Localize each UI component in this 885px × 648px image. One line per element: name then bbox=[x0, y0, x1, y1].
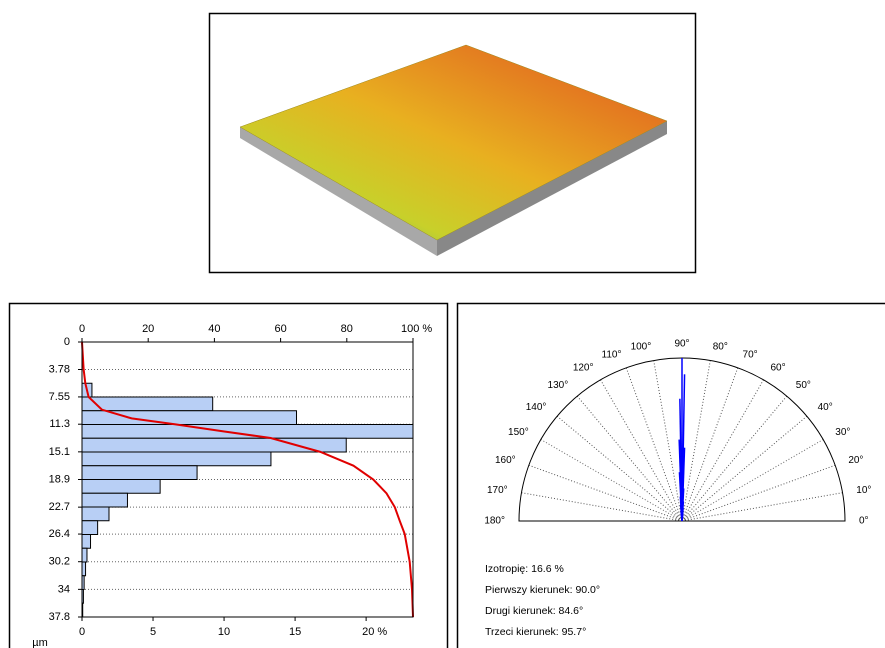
bar bbox=[81, 520, 99, 535]
radial-grid-line bbox=[528, 464, 683, 522]
angle-label: 50° bbox=[796, 380, 811, 391]
radial-grid-line bbox=[681, 464, 836, 522]
angle-label: 140° bbox=[526, 402, 547, 413]
radial-grid-line bbox=[540, 439, 683, 522]
bar bbox=[81, 561, 87, 577]
x2-tick-label: 60 bbox=[274, 323, 286, 335]
y-tick-label: 7.55 bbox=[49, 391, 70, 403]
annotation: Trzeci kierunek: 95.7° bbox=[485, 626, 586, 638]
x2-tick-label: 0 bbox=[79, 323, 85, 335]
angle-label: 120° bbox=[573, 362, 594, 373]
surface-side bbox=[437, 121, 667, 256]
angle-label: 0° bbox=[859, 516, 869, 527]
bar bbox=[81, 465, 198, 480]
angle-label: 80° bbox=[713, 341, 728, 352]
surface-top bbox=[239, 44, 668, 241]
y-tick-label: 22.7 bbox=[49, 501, 70, 513]
angle-label: 100° bbox=[631, 341, 652, 352]
radial-grid-line bbox=[681, 379, 764, 522]
radial-grid-line bbox=[521, 492, 683, 522]
radial-grid-line bbox=[653, 360, 683, 522]
x2-tick-label: 20 bbox=[142, 323, 154, 335]
bar bbox=[81, 492, 128, 508]
bar bbox=[81, 506, 110, 522]
panel-frame bbox=[8, 302, 449, 648]
angle-label: 110° bbox=[602, 349, 622, 360]
annotation: Pierwszy kierunek: 90.0° bbox=[485, 584, 600, 596]
angle-label: 130° bbox=[548, 380, 569, 391]
y-tick-label: 30.2 bbox=[49, 556, 70, 568]
y-tick-label: 11.3 bbox=[49, 418, 70, 430]
x2-tick-label: 40 bbox=[208, 323, 220, 335]
angle-label: 150° bbox=[508, 427, 529, 438]
radial-grid-line bbox=[681, 415, 808, 522]
y-tick-label: 26.4 bbox=[49, 528, 70, 540]
angle-label: 90° bbox=[674, 339, 689, 350]
y-tick-label: 18.9 bbox=[49, 473, 70, 485]
angle-label: 60° bbox=[771, 362, 786, 373]
x-tick-label: 0 bbox=[79, 626, 85, 638]
y-tick-label: 34 bbox=[58, 583, 70, 595]
y-axis-label: µm bbox=[32, 637, 48, 648]
x-tick-label: 20 % bbox=[362, 626, 387, 638]
radial-grid-line bbox=[681, 367, 739, 522]
bar bbox=[81, 424, 414, 439]
y-tick-label: 0 bbox=[64, 336, 70, 348]
annotation: Drugi kierunek: 84.6° bbox=[485, 605, 583, 617]
panel-frame bbox=[456, 302, 885, 648]
radial-grid-line bbox=[625, 367, 683, 522]
y-tick-label: 37.8 bbox=[49, 611, 70, 623]
radial-grid-line bbox=[681, 439, 824, 522]
y-tick-label: 3.78 bbox=[49, 363, 70, 375]
surface-side bbox=[240, 127, 437, 256]
surface-panel bbox=[208, 12, 697, 274]
x2-tick-label: 100 % bbox=[401, 323, 432, 335]
rose-spike bbox=[680, 511, 683, 522]
angle-label: 180° bbox=[484, 516, 505, 527]
annotation: Izotropię: 16.6 % bbox=[485, 563, 564, 575]
radial-grid-line bbox=[576, 395, 683, 522]
angle-label: 30° bbox=[835, 427, 850, 438]
polar-frame bbox=[518, 357, 846, 522]
radial-grid-line bbox=[681, 360, 711, 522]
x2-tick-label: 80 bbox=[341, 323, 353, 335]
angle-label: 40° bbox=[818, 402, 833, 413]
bar bbox=[81, 437, 347, 453]
radial-grid-line bbox=[681, 395, 788, 522]
bar bbox=[81, 534, 92, 549]
angle-label: 160° bbox=[495, 455, 516, 466]
cumulative-curve bbox=[81, 341, 414, 618]
radial-grid-line bbox=[556, 415, 683, 522]
angle-label: 20° bbox=[848, 455, 863, 466]
radial-grid-line bbox=[600, 379, 683, 522]
bar bbox=[81, 547, 88, 563]
x-tick-label: 10 bbox=[218, 626, 230, 638]
x-tick-label: 15 bbox=[289, 626, 301, 638]
angle-label: 10° bbox=[856, 485, 871, 496]
angle-label: 70° bbox=[743, 349, 758, 360]
y-tick-label: 15.1 bbox=[49, 446, 70, 458]
bar bbox=[81, 479, 161, 494]
x-tick-label: 5 bbox=[150, 626, 156, 638]
bar bbox=[81, 451, 272, 467]
radial-grid-line bbox=[681, 492, 843, 522]
angle-label: 170° bbox=[487, 485, 508, 496]
plot-frame bbox=[81, 341, 414, 618]
